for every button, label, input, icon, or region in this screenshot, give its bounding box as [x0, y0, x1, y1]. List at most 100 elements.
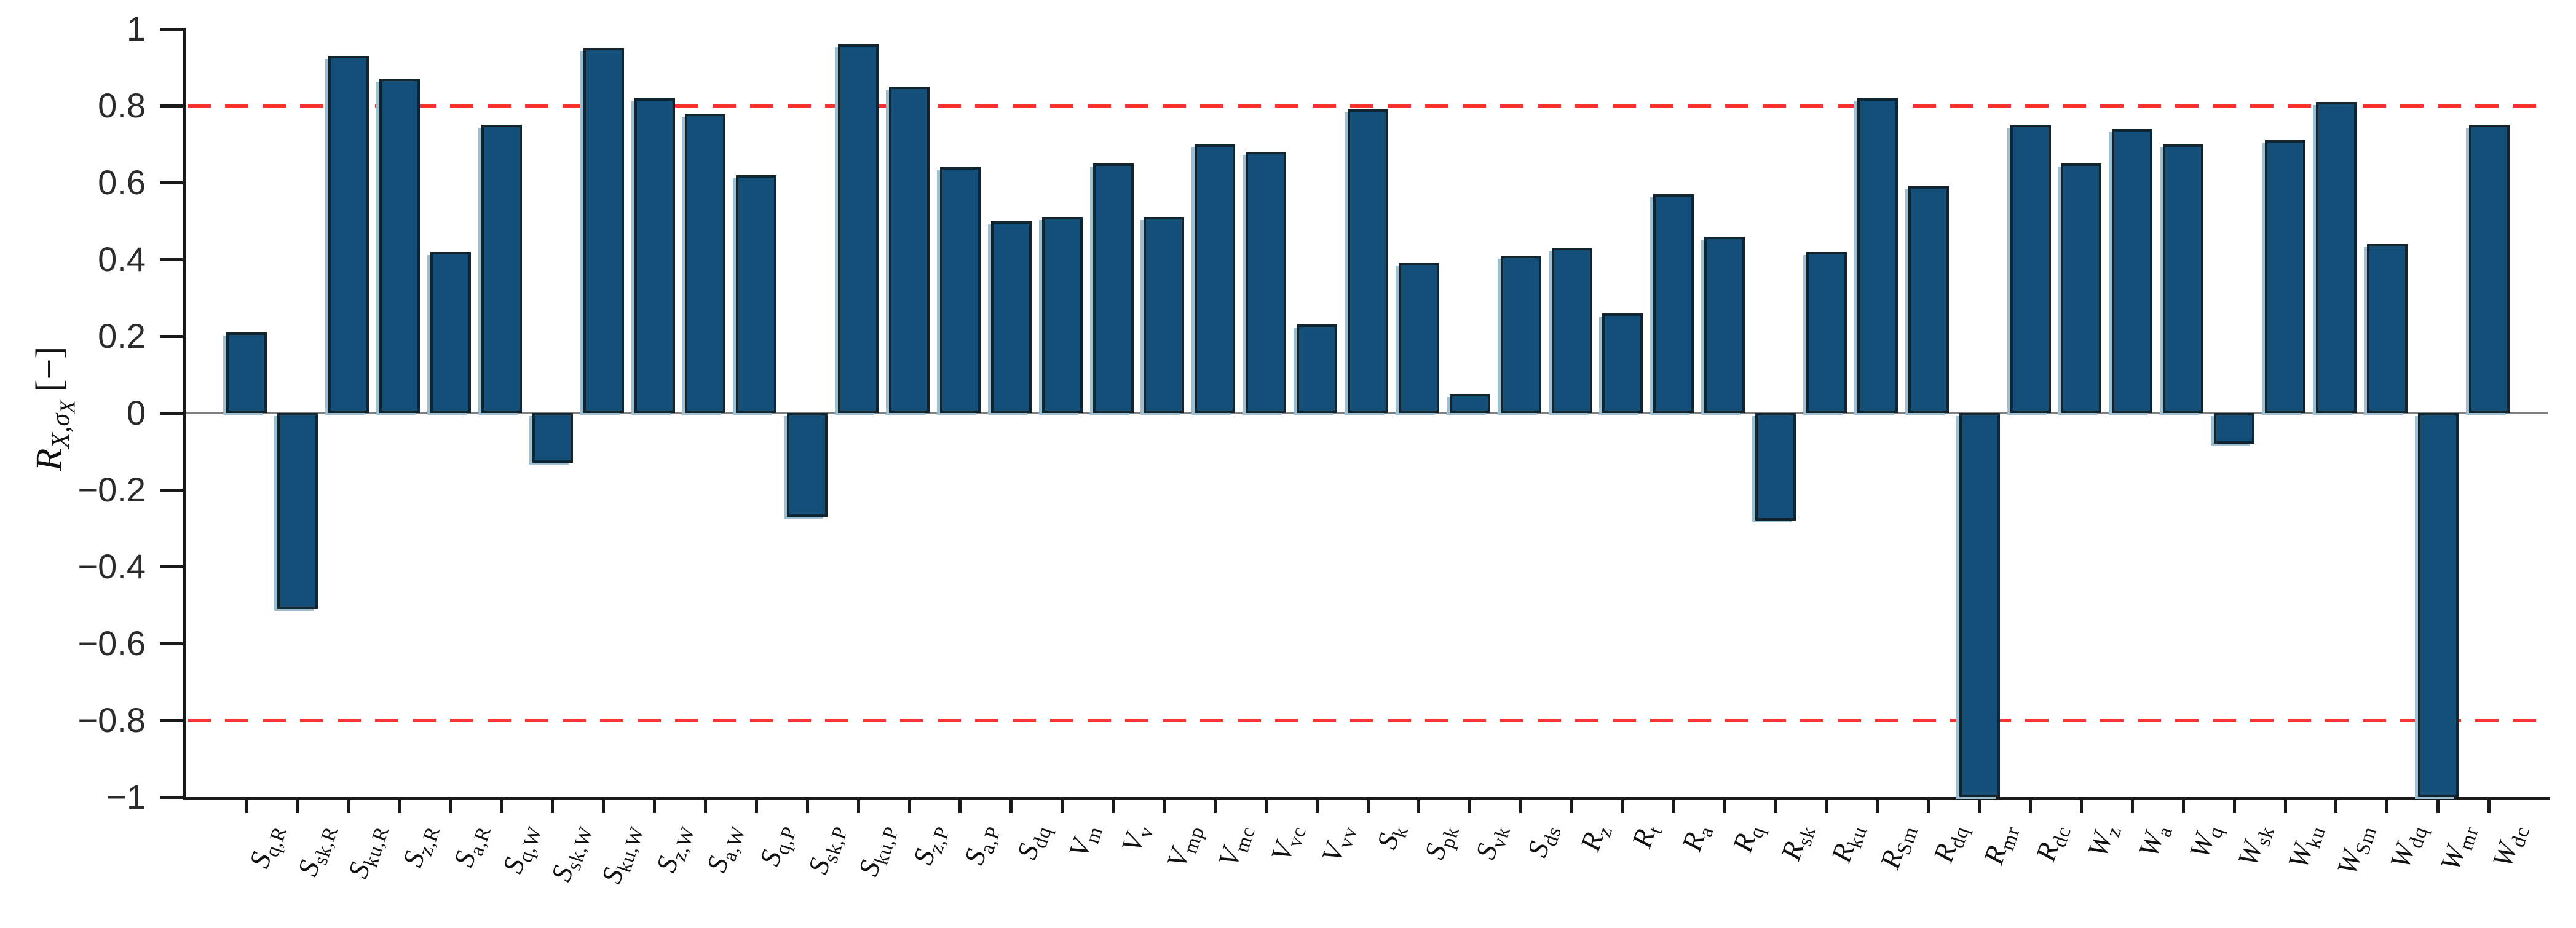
x-tick	[754, 800, 758, 813]
x-tick-label-subscript: q,R	[261, 824, 292, 860]
bar	[634, 98, 675, 413]
x-tick-label: Ssk,P	[802, 819, 853, 879]
x-tick-label: Sq,P	[753, 819, 802, 871]
bar	[1092, 163, 1134, 413]
x-tick-label: Sk	[1370, 819, 1413, 854]
y-tick-label: −0.8	[77, 701, 146, 739]
bar	[1246, 152, 1287, 413]
y-tick	[160, 28, 183, 31]
x-tick	[1876, 800, 1879, 813]
y-tick-label: −0.4	[77, 547, 146, 586]
y-axis-spine	[183, 28, 186, 800]
x-tick	[653, 800, 657, 813]
bar	[1041, 217, 1083, 413]
x-tick-label: Sa,W	[700, 819, 751, 878]
x-tick-label-subscript: sk,P	[820, 824, 853, 866]
x-tick-label: Wq	[2183, 819, 2229, 863]
bar	[787, 413, 828, 517]
bar	[1398, 263, 1439, 413]
bar	[2061, 163, 2102, 413]
x-tick-label: Sku,W	[595, 819, 649, 889]
x-tick-label: Vmp	[1160, 819, 1210, 873]
x-tick-label: Wmr	[2433, 819, 2484, 876]
x-tick-label: Sq,R	[243, 819, 293, 873]
x-tick	[1061, 800, 1064, 813]
x-tick	[398, 800, 401, 813]
x-tick	[2130, 800, 2134, 813]
y-tick-label: 1	[126, 9, 146, 48]
threshold-line	[188, 104, 2548, 108]
y-tick-label: 0.2	[98, 317, 146, 355]
x-tick	[1825, 800, 1828, 813]
threshold-line	[188, 719, 2548, 722]
y-tick	[160, 719, 183, 722]
y-tick-label: 0.4	[98, 240, 146, 278]
x-tick	[296, 800, 299, 813]
x-tick-label-subscript: a,R	[465, 824, 496, 859]
x-tick-label: Ssk,R	[291, 819, 344, 881]
x-tick-label: Rdq	[1926, 819, 1974, 868]
x-tick	[1519, 800, 1523, 813]
x-tick	[958, 800, 962, 813]
bar	[2265, 140, 2305, 413]
bar	[226, 332, 267, 413]
x-tick	[2385, 800, 2389, 813]
bar	[1144, 217, 1185, 413]
x-tick	[1213, 800, 1217, 813]
x-tick-label: Rdc	[2029, 819, 2076, 867]
x-tick-label-subscript: a,W	[718, 824, 751, 864]
x-tick	[2029, 800, 2033, 813]
x-tick-label: Wku	[2281, 819, 2331, 874]
bar	[685, 113, 726, 413]
bar	[2417, 413, 2459, 797]
x-tick	[245, 800, 248, 813]
x-tick-label: Rz	[1573, 819, 1618, 857]
x-tick-label: Sq,W	[496, 819, 548, 879]
x-tick-label: Wsk	[2231, 819, 2280, 871]
bar	[889, 86, 930, 413]
x-tick	[602, 800, 606, 813]
x-tick-label: Ra	[1675, 819, 1720, 857]
bar	[379, 79, 421, 413]
bar	[1297, 324, 1338, 413]
x-tick-label: Sku,R	[341, 819, 394, 884]
bar	[1195, 144, 1236, 413]
x-tick	[1978, 800, 1981, 813]
x-tick-label: Rku	[1824, 819, 1872, 868]
bar	[1806, 251, 1847, 413]
x-tick	[907, 800, 911, 813]
bar	[1348, 109, 1388, 413]
y-tick	[160, 796, 183, 799]
bar	[1602, 313, 1643, 413]
x-tick	[1723, 800, 1726, 813]
zero-baseline	[186, 412, 2548, 414]
x-tick-label: Sdq	[1010, 819, 1057, 865]
x-tick-label: Rmr	[1977, 819, 2025, 870]
bar	[2366, 244, 2408, 413]
x-tick-label-subscript: z,W	[667, 824, 700, 864]
bar	[1704, 236, 1745, 413]
bar	[1908, 186, 1949, 413]
x-tick-label: Sku,P	[851, 819, 904, 881]
x-tick	[1009, 800, 1013, 813]
y-tick-label: 0	[126, 393, 146, 432]
x-tick-label-subscript: Sm	[2351, 824, 2382, 858]
x-tick-label: Spk	[1418, 819, 1464, 865]
x-tick-label-subscript: ku,W	[613, 824, 649, 876]
x-tick-label: Rsk	[1774, 819, 1822, 865]
y-tick	[160, 489, 183, 492]
x-tick	[347, 800, 350, 813]
x-tick	[2283, 800, 2287, 813]
x-tick-label: RSm	[1873, 819, 1923, 874]
bar	[2112, 128, 2153, 413]
x-tick-label: Wz	[2081, 819, 2127, 862]
bar	[2468, 125, 2510, 413]
bar	[2214, 413, 2255, 444]
x-tick	[1621, 800, 1624, 813]
bar	[736, 175, 777, 413]
x-tick-label-subscript: ku,P	[870, 824, 904, 868]
x-tick-label: Sz,P	[906, 819, 955, 870]
bar	[1959, 413, 2000, 797]
y-tick	[160, 335, 183, 338]
